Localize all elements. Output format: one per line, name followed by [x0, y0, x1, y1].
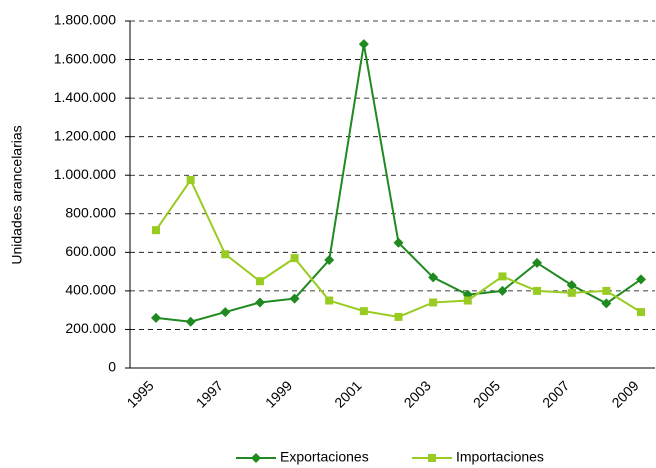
marker — [221, 250, 230, 259]
marker — [220, 307, 231, 318]
marker — [601, 298, 612, 309]
y-tick-label: 600.000 — [65, 243, 116, 259]
marker — [497, 285, 508, 296]
x-tick-label: 1997 — [193, 377, 226, 410]
x-tick-label: 2001 — [331, 377, 364, 410]
marker — [566, 280, 577, 291]
x-tick-label: 1995 — [123, 377, 156, 410]
marker — [602, 286, 611, 295]
x-tick-label: 2007 — [539, 377, 572, 410]
marker — [637, 308, 645, 317]
marker — [498, 272, 507, 281]
marker — [152, 226, 160, 235]
marker — [636, 274, 646, 285]
marker — [186, 176, 195, 185]
legend-label: Exportaciones — [280, 449, 369, 465]
series-line — [155, 43, 642, 323]
marker — [394, 312, 403, 321]
y-tick-label: 400.000 — [65, 282, 116, 298]
y-tick-label: 800.000 — [65, 204, 116, 220]
marker — [393, 237, 404, 248]
y-tick-label: 1.400.000 — [54, 89, 116, 105]
y-tick-label: 1.600.000 — [54, 50, 116, 66]
x-tick-label: 2005 — [470, 377, 503, 410]
marker — [359, 307, 368, 316]
marker — [324, 255, 335, 266]
legend-label: Importaciones — [456, 449, 544, 465]
marker — [255, 277, 264, 286]
y-tick-label: 0 — [108, 359, 116, 375]
x-tick-label: 1999 — [262, 377, 295, 410]
marker — [463, 296, 472, 305]
marker — [532, 257, 543, 268]
marker — [325, 296, 334, 305]
marker — [290, 254, 299, 263]
marker — [428, 272, 439, 283]
y-tick-label: 1.800.000 — [54, 12, 116, 28]
marker — [429, 298, 438, 307]
marker — [428, 454, 436, 462]
marker — [289, 293, 300, 304]
marker — [533, 286, 542, 295]
marker — [358, 39, 369, 50]
marker — [254, 297, 265, 308]
y-axis-label: Unidades arancelarias — [9, 125, 25, 264]
y-tick-label: 1.200.000 — [54, 127, 116, 143]
x-tick-label: 2003 — [401, 377, 434, 410]
marker — [251, 453, 261, 463]
marker — [185, 316, 196, 327]
x-tick-label: 2009 — [608, 377, 641, 410]
y-tick-label: 200.000 — [65, 320, 116, 336]
marker — [567, 288, 576, 297]
y-tick-label: 1.000.000 — [54, 166, 116, 182]
marker — [151, 312, 161, 323]
